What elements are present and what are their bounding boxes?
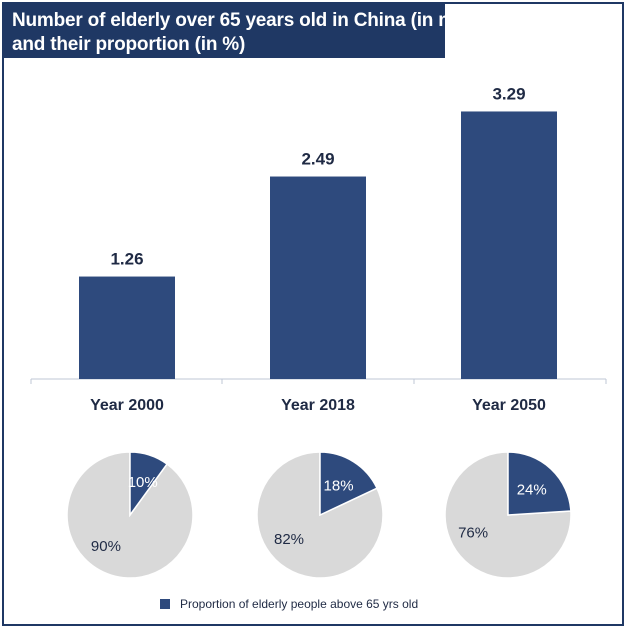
bar-value-label-3: 3.29 [492,84,525,103]
legend: Proportion of elderly people above 65 yr… [160,597,418,611]
chart-title-line-1: Number of elderly over 65 years old in C… [12,10,515,31]
bar-1 [79,276,175,379]
x-tick-label-1: Year 2000 [90,397,164,414]
legend-swatch [160,599,170,609]
x-tick-label-2: Year 2018 [281,397,355,414]
pie-1-label-rest: 90% [91,538,121,555]
chart-title-line-2: and their proportion (in %) [12,34,246,55]
legend-label: Proportion of elderly people above 65 yr… [180,597,419,611]
pie-2-slice-elderly [319,451,379,517]
pie-2-label-rest: 82% [274,531,304,548]
pie-2-label-elderly: 18% [324,478,354,495]
pie-3-label-rest: 76% [458,525,488,542]
chart-title: Number of elderly over 65 years old in C… [4,4,515,58]
bar-2 [270,176,366,379]
x-tick-label-3: Year 2050 [472,397,546,414]
bar-value-label-1: 1.26 [110,250,143,269]
pie-3-slice-elderly [507,451,572,516]
pie-1-label-elderly: 10% [128,474,158,491]
pie-1-slice-elderly [129,451,169,518]
bar-value-label-2: 2.49 [301,150,334,169]
pie-3-label-elderly: 24% [517,482,547,499]
bar-3 [461,111,557,379]
